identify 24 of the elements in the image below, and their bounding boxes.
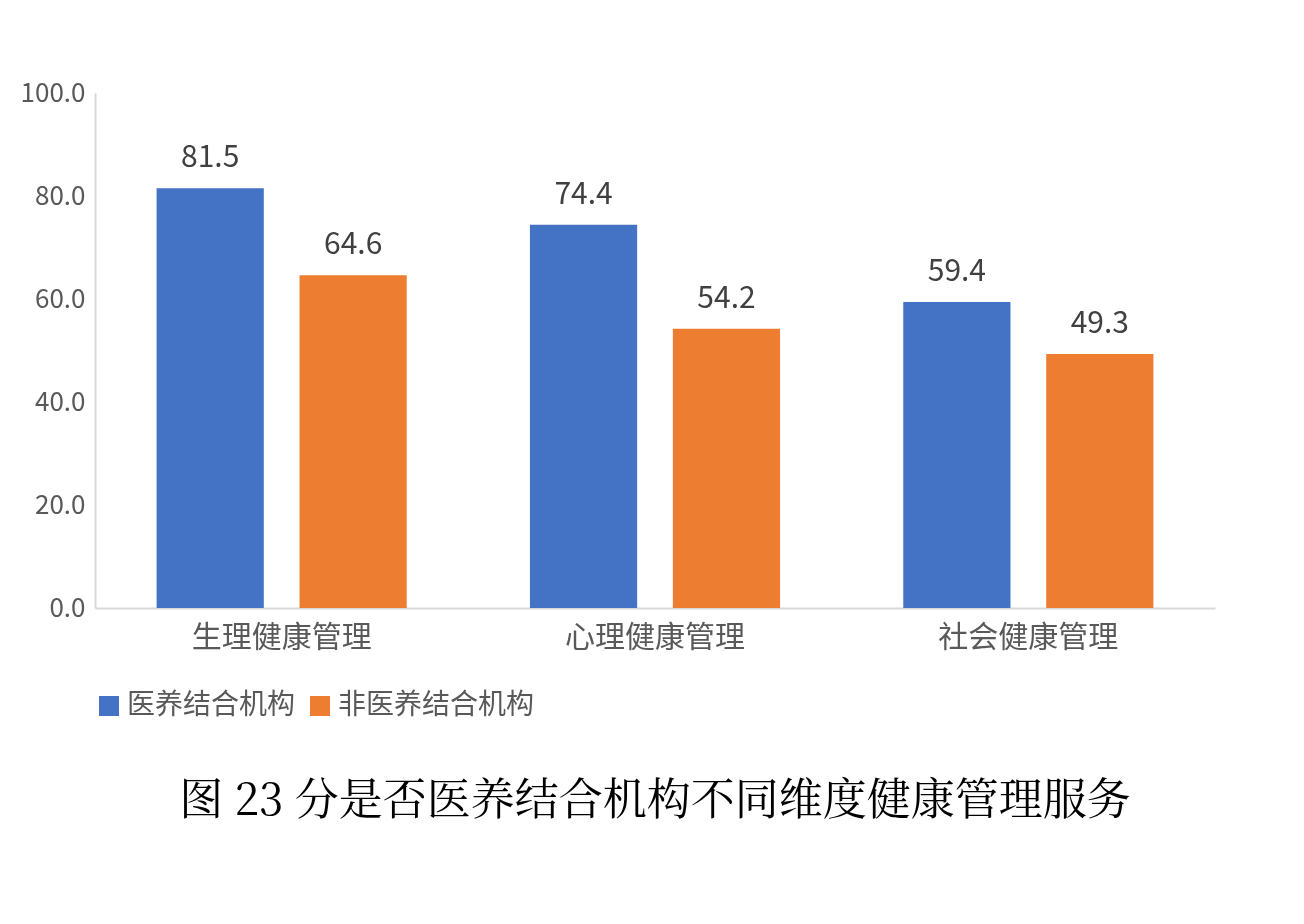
x-tick-label: 生理健康管理 bbox=[191, 611, 372, 656]
bar bbox=[903, 302, 1011, 608]
y-tick-label: 100.0 bbox=[20, 71, 86, 109]
data-label: 64.6 bbox=[323, 219, 383, 264]
y-tick-label: 60.0 bbox=[34, 277, 86, 315]
bar bbox=[672, 328, 781, 608]
y-tick-label: 0.0 bbox=[49, 586, 86, 624]
y-tick-label: 80.0 bbox=[34, 174, 86, 212]
bar bbox=[1046, 354, 1154, 608]
data-label: 59.4 bbox=[927, 246, 987, 291]
data-label: 74.4 bbox=[554, 168, 613, 213]
bar bbox=[299, 275, 407, 608]
data-label: 81.5 bbox=[181, 132, 240, 177]
legend-label: 医养结合机构 bbox=[127, 682, 296, 722]
y-tick-label: 20.0 bbox=[34, 483, 86, 521]
legend-label: 非医养结合机构 bbox=[338, 682, 535, 722]
text: 图 23 分是否医养结合机构不同维度健康管理服务 bbox=[179, 764, 1131, 828]
bar bbox=[156, 188, 264, 608]
data-label: 49.3 bbox=[1070, 298, 1129, 343]
x-tick-label: 心理健康管理 bbox=[565, 611, 745, 656]
bar bbox=[529, 224, 638, 608]
x-tick-label: 社会健康管理 bbox=[938, 611, 1119, 656]
data-label: 54.2 bbox=[697, 272, 756, 317]
y-tick-label: 40.0 bbox=[34, 380, 86, 418]
